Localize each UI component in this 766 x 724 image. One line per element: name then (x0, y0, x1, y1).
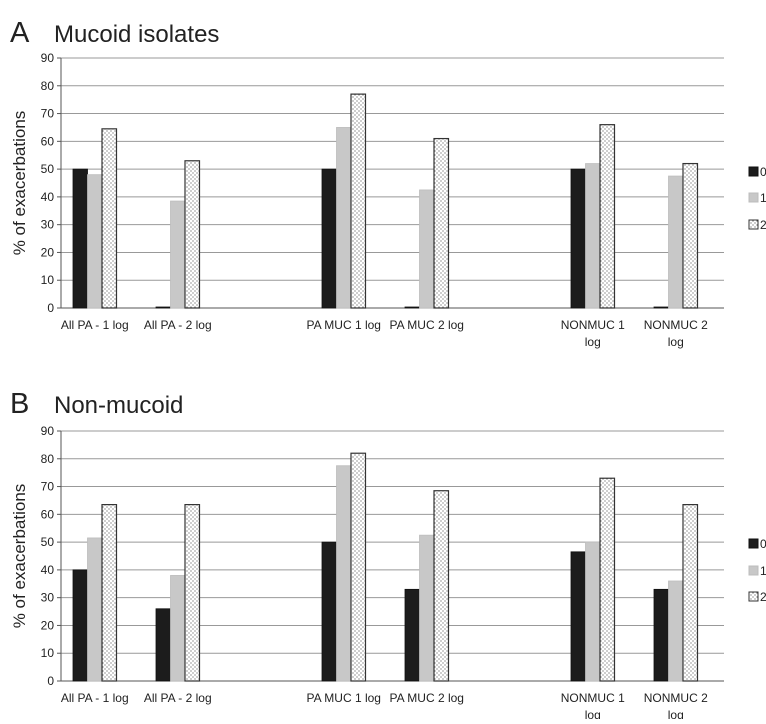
bar-2-cat-1 (184, 160, 201, 309)
y-axis-label: % of exacerbations (10, 111, 29, 256)
bar-0-cat-4 (404, 306, 420, 309)
bar-1-cat-4 (419, 189, 435, 309)
bar-2-cat-6 (599, 124, 616, 309)
y-tick-label: 80 (41, 452, 55, 466)
legend-label-2: 2 (760, 590, 766, 604)
bar-0-cat-0 (72, 168, 88, 309)
bar-0-cat-6 (570, 168, 586, 309)
bar-0-cat-0 (72, 569, 88, 682)
legend-swatch-1 (748, 192, 759, 203)
y-tick-label: 30 (41, 218, 55, 232)
y-tick-label: 50 (41, 162, 55, 176)
y-tick-label: 20 (41, 618, 55, 632)
chart-title: Mucoid isolates (54, 21, 219, 48)
x-tick-label: PA MUC 1 log (307, 318, 381, 332)
y-tick-label: 40 (41, 190, 55, 204)
bar-2-cat-6 (599, 477, 616, 682)
y-tick-label: 60 (41, 507, 55, 521)
y-tick-label: 70 (41, 107, 55, 121)
y-tick-label: 20 (41, 245, 55, 259)
legend-swatch-2 (748, 591, 759, 602)
bar-2-cat-1 (184, 504, 201, 682)
x-tick-label: NONMUC 1 (561, 691, 625, 705)
y-tick-label: 40 (41, 563, 55, 577)
bar-2-cat-3 (350, 452, 367, 682)
panel-letter: B (10, 388, 29, 420)
bar-2-cat-4 (433, 490, 450, 682)
x-tick-label: log (668, 708, 684, 719)
y-tick-label: 90 (41, 424, 55, 438)
x-tick-label: NONMUC 2 (644, 691, 708, 705)
bar-1-cat-1 (170, 575, 186, 682)
bar-1-cat-0 (87, 174, 103, 309)
y-tick-label: 30 (41, 591, 55, 605)
bar-0-cat-3 (321, 541, 337, 682)
legend-swatch-0 (748, 538, 759, 549)
x-tick-label: PA MUC 1 log (307, 691, 381, 705)
panel-letter: A (10, 17, 30, 49)
bar-1-cat-6 (585, 163, 601, 309)
y-tick-label: 80 (41, 79, 55, 93)
legend-label-0: 0 (760, 165, 766, 179)
y-tick-label: 0 (47, 301, 54, 315)
bar-1-cat-7 (668, 580, 684, 682)
legend-label-1: 1 (760, 191, 766, 205)
bar-0-cat-6 (570, 551, 586, 682)
bar-1-cat-6 (585, 541, 601, 682)
bar-2-cat-7 (682, 162, 699, 309)
y-tick-label: 0 (47, 674, 54, 688)
legend-label-1: 1 (760, 564, 766, 578)
bar-0-cat-7 (653, 588, 669, 682)
legend-swatch-0 (748, 166, 759, 177)
bar-1-cat-4 (419, 534, 435, 682)
x-tick-label: All PA - 2 log (144, 318, 212, 332)
bar-1-cat-0 (87, 537, 103, 682)
x-tick-label: log (585, 335, 601, 349)
legend-label-2: 2 (760, 218, 766, 232)
y-tick-label: 70 (41, 480, 55, 494)
chart-title: Non-mucoid (54, 392, 183, 419)
bar-0-cat-1 (155, 608, 171, 682)
x-tick-label: NONMUC 1 (561, 318, 625, 332)
legend-swatch-1 (748, 565, 759, 576)
y-tick-label: 10 (41, 273, 55, 287)
bar-2-cat-7 (682, 504, 699, 682)
bar-2-cat-4 (433, 137, 450, 309)
bar-2-cat-0 (101, 504, 118, 682)
legend-swatch-2 (748, 219, 759, 230)
x-tick-label: log (585, 708, 601, 719)
y-axis-label: % of exacerbations (10, 484, 29, 629)
x-tick-label: All PA - 2 log (144, 691, 212, 705)
bar-0-cat-1 (155, 306, 171, 309)
bar-0-cat-3 (321, 168, 337, 309)
bar-1-cat-3 (336, 127, 352, 309)
x-tick-label: NONMUC 2 (644, 318, 708, 332)
x-tick-label: All PA - 1 log (61, 318, 129, 332)
bar-1-cat-3 (336, 465, 352, 682)
y-tick-label: 90 (41, 51, 55, 65)
bar-1-cat-7 (668, 175, 684, 309)
x-tick-label: All PA - 1 log (61, 691, 129, 705)
y-tick-label: 10 (41, 646, 55, 660)
x-tick-label: log (668, 335, 684, 349)
y-tick-label: 50 (41, 535, 55, 549)
y-tick-label: 60 (41, 134, 55, 148)
bar-2-cat-0 (101, 128, 118, 309)
x-tick-label: PA MUC 2 log (390, 691, 464, 705)
bar-0-cat-4 (404, 588, 420, 682)
bar-1-cat-1 (170, 200, 186, 309)
bar-0-cat-7 (653, 306, 669, 309)
legend-label-0: 0 (760, 537, 766, 551)
x-tick-label: PA MUC 2 log (390, 318, 464, 332)
bar-2-cat-3 (350, 93, 367, 309)
